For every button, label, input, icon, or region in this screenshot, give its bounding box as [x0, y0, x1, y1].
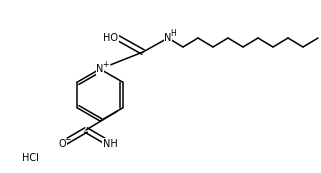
- Text: −: −: [64, 135, 71, 144]
- Text: H: H: [171, 29, 176, 38]
- Text: N: N: [164, 33, 172, 43]
- Text: HO: HO: [103, 33, 118, 43]
- Text: HCl: HCl: [22, 153, 39, 163]
- Text: N: N: [96, 64, 104, 74]
- Text: +: +: [102, 60, 109, 69]
- Text: NH: NH: [103, 139, 117, 149]
- Text: O: O: [58, 139, 66, 149]
